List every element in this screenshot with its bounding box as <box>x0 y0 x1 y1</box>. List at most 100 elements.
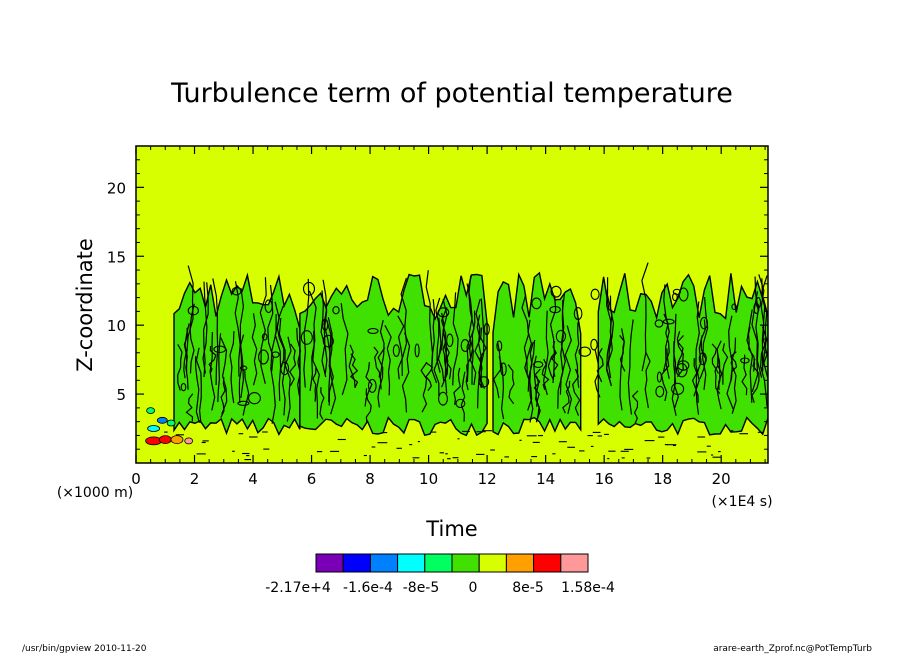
contour-line <box>452 292 459 386</box>
footer-left: /usr/bin/gpview 2010-11-20 <box>22 644 147 654</box>
contour-line <box>296 327 302 397</box>
contour-line <box>627 319 634 415</box>
contour-line <box>234 281 241 377</box>
contour-line <box>442 298 448 394</box>
y-tick-label: 5 <box>116 386 126 404</box>
strong-value-spot <box>146 407 156 415</box>
contour-loop <box>478 376 490 388</box>
contour-line <box>365 388 372 423</box>
contour-line <box>435 297 441 373</box>
contour-line <box>693 301 700 397</box>
colorbar-swatch <box>424 553 453 573</box>
contour-line <box>274 301 282 402</box>
contour-loop <box>455 398 466 409</box>
contour-line <box>319 387 325 420</box>
contour-loop <box>590 338 598 351</box>
contour-loop <box>460 339 470 352</box>
contour-line <box>433 317 442 397</box>
contour-line <box>384 325 392 396</box>
contour-loop <box>414 343 420 358</box>
contour-line <box>498 356 505 420</box>
contour-line <box>303 278 310 388</box>
contour-line <box>676 331 684 378</box>
contour-loop <box>698 352 707 366</box>
contour-loop <box>392 344 400 357</box>
structure-region <box>299 273 488 437</box>
contour-line <box>562 380 571 414</box>
x-tick-label: 8 <box>365 470 375 488</box>
contour-line <box>507 364 515 405</box>
contour-loop <box>550 285 562 298</box>
contour-line <box>460 371 466 422</box>
contour-loop <box>231 286 242 296</box>
contour-line <box>278 317 286 416</box>
contour-loop <box>533 361 544 368</box>
contour-line <box>469 310 477 386</box>
x-unit-label: (×1E4 s) <box>711 494 772 510</box>
contour-loop <box>367 328 379 334</box>
contour-line <box>284 336 292 422</box>
contour-line <box>549 295 557 384</box>
contour-loop <box>213 345 227 354</box>
colorbar-swatch <box>451 553 480 573</box>
colorbar-label: 1.58e-4 <box>561 580 615 596</box>
structure-region <box>492 271 582 436</box>
contour-line <box>547 351 556 381</box>
contour-line <box>401 332 411 413</box>
colorbar <box>315 553 589 573</box>
contour-line <box>195 356 200 423</box>
contour-line <box>183 327 188 379</box>
contour-line <box>714 359 721 395</box>
contour-line <box>220 377 226 418</box>
contour-loop <box>740 357 750 364</box>
contour-line <box>671 313 677 416</box>
chart-title: Turbulence term of potential temperature <box>170 78 733 109</box>
contour-line <box>177 344 183 391</box>
contour-line <box>397 315 405 380</box>
strong-value-spot <box>156 416 168 424</box>
contour-line <box>475 299 483 388</box>
contour-loop <box>302 281 316 296</box>
contour-line <box>189 303 195 374</box>
x-tick-label: 20 <box>712 470 731 488</box>
contour-line <box>212 278 219 386</box>
contour-line <box>699 319 707 380</box>
contour-line <box>195 347 202 424</box>
contour-line <box>644 351 651 409</box>
contour-loop <box>662 318 675 325</box>
colorbar-label: -8e-5 <box>403 580 440 596</box>
contour-line <box>209 331 216 411</box>
contour-loop <box>483 322 490 336</box>
contour-line <box>251 313 258 386</box>
contour-loop <box>261 333 268 341</box>
contour-loop <box>446 333 454 348</box>
contour-loop <box>300 330 313 345</box>
colorbar-swatch <box>369 553 399 573</box>
contour-loop <box>322 334 334 348</box>
x-axis-label: Time <box>425 517 477 541</box>
contour-line <box>564 325 573 415</box>
colorbar-label: -2.17e+4 <box>265 580 331 596</box>
strong-value-spot <box>170 435 184 445</box>
contour-line <box>557 299 564 409</box>
contour-line <box>453 367 461 405</box>
y-tick-label: 15 <box>107 248 126 266</box>
contour-loop <box>180 382 187 392</box>
y-tick-label: 20 <box>107 179 126 197</box>
x-tick-label: 12 <box>478 470 497 488</box>
turbulence-field <box>145 262 768 461</box>
contour-line <box>726 315 734 410</box>
contour-loop <box>437 307 450 318</box>
y-unit-label: (×1000 m) <box>57 485 133 501</box>
contour-line <box>321 279 328 378</box>
contour-line <box>574 322 580 388</box>
x-tick-label: 14 <box>536 470 555 488</box>
colorbar-label: -1.6e-4 <box>343 580 393 596</box>
contour-line <box>542 310 549 396</box>
contour-loop <box>573 307 583 321</box>
contour-loop <box>248 392 261 405</box>
colorbar-labels: -2.17e+4 -1.6e-4 -8e-5 0 8e-5 1.58e-4 <box>265 580 615 596</box>
y-axis: 5 10 15 20 <box>107 159 768 450</box>
contour-line <box>185 393 194 422</box>
contour-line <box>327 317 337 415</box>
